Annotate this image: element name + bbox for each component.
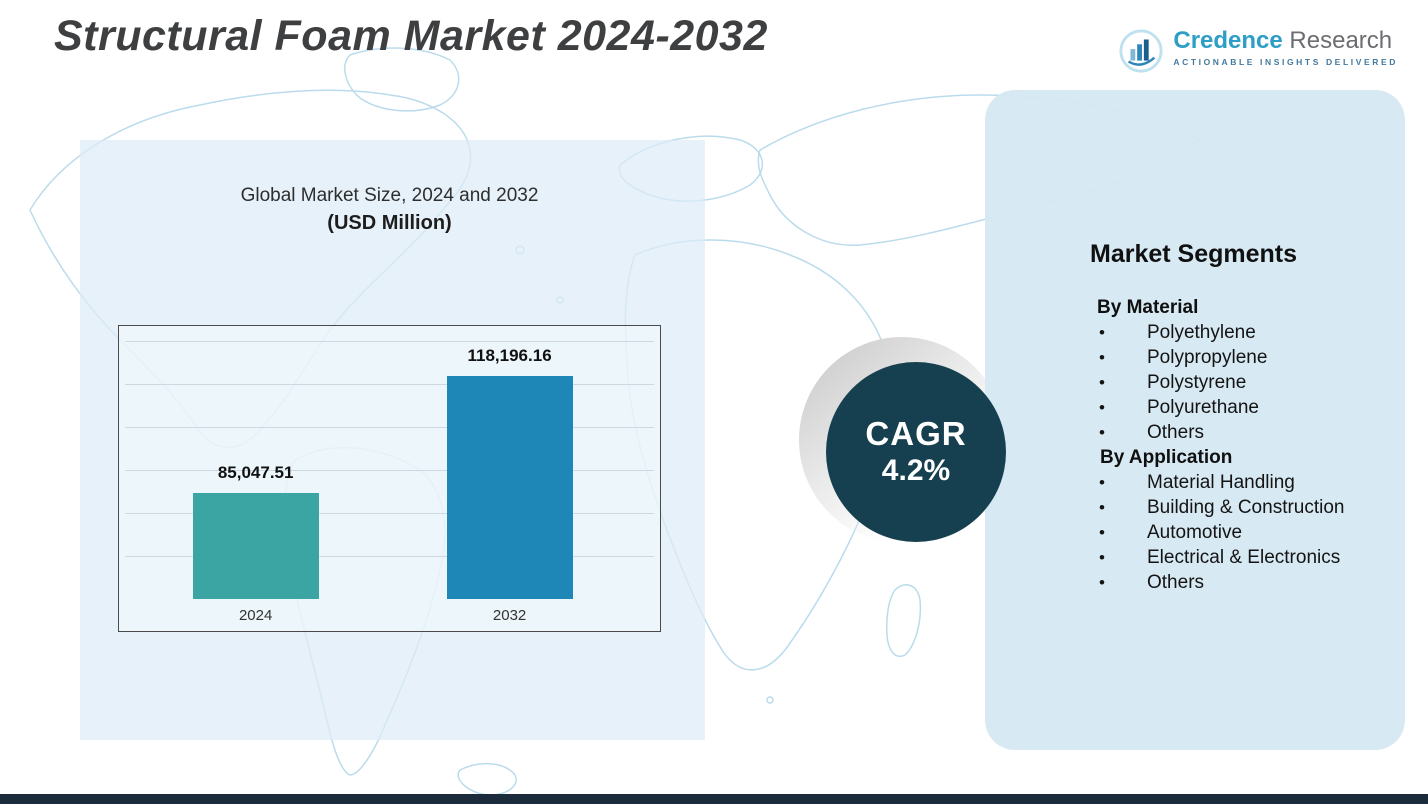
chart-heading: Global Market Size, 2024 and 2032 (USD M… bbox=[118, 183, 661, 237]
segment-item-label: Polystyrene bbox=[1147, 372, 1247, 393]
segment-item: • Polypropylene bbox=[1090, 345, 1383, 370]
cagr-label: CAGR bbox=[865, 415, 967, 452]
segment-group-label-material: By Material bbox=[1097, 297, 1199, 318]
segment-item: • Polyethylene bbox=[1090, 320, 1383, 345]
bar-chart: 85,047.51 2024 118,196.16 2032 bbox=[118, 325, 661, 632]
market-segments-heading: Market Segments bbox=[1090, 240, 1298, 268]
bar-category-label-2032: 2032 bbox=[492, 607, 527, 624]
cagr-badge: CAGR 4.2% bbox=[826, 362, 1006, 542]
bullet-dot: • bbox=[1099, 373, 1105, 392]
bar-value-label-2032: 118,196.16 bbox=[467, 346, 552, 365]
segment-item-label: Automotive bbox=[1147, 522, 1243, 543]
chart-subtitle: (USD Million) bbox=[327, 212, 452, 234]
chart-plot-area: 85,047.51 2024 118,196.16 2032 bbox=[125, 338, 654, 624]
segment-item-label: Polyethylene bbox=[1147, 322, 1256, 343]
bullet-dot: • bbox=[1099, 473, 1105, 492]
bar-2024: 85,047.51 2024 bbox=[192, 463, 319, 624]
bullet-dot: • bbox=[1099, 523, 1105, 542]
market-segments-content: Market Segments By Material • Polyethyle… bbox=[1090, 240, 1383, 595]
segment-item-label: Polyurethane bbox=[1147, 397, 1259, 418]
bullet-dot: • bbox=[1099, 423, 1105, 442]
bullet-dot: • bbox=[1099, 323, 1105, 342]
bullet-dot: • bbox=[1099, 548, 1105, 567]
bullet-dot: • bbox=[1099, 398, 1105, 417]
segment-item: • Electrical & Electronics bbox=[1090, 545, 1383, 570]
bullet-dot: • bbox=[1099, 573, 1105, 592]
bar-value-label-2024: 85,047.51 bbox=[217, 463, 294, 482]
page-title: Structural Foam Market 2024-2032 bbox=[54, 12, 768, 60]
segment-item-label: Others bbox=[1147, 572, 1205, 593]
brand-name-secondary: Research bbox=[1289, 27, 1393, 54]
cagr-value: 4.2% bbox=[881, 454, 951, 487]
bullet-dot: • bbox=[1099, 498, 1105, 517]
segment-item-label: Material Handling bbox=[1147, 472, 1295, 493]
bullet-dot: • bbox=[1099, 348, 1105, 367]
chart-title: Global Market Size, 2024 and 2032 bbox=[240, 185, 539, 206]
brand-name-primary: Credence bbox=[1173, 27, 1283, 54]
logo-text: Credence Research ACTIONABLE INSIGHTS DE… bbox=[1173, 27, 1398, 68]
segment-item-label: Building & Construction bbox=[1147, 497, 1345, 518]
segment-item: • Material Handling bbox=[1090, 470, 1383, 495]
segment-item: • Polystyrene bbox=[1090, 370, 1383, 395]
brand-tagline: ACTIONABLE INSIGHTS DELIVERED bbox=[1173, 57, 1398, 67]
segment-item: • Others bbox=[1090, 420, 1383, 445]
footer-accent-bar bbox=[0, 794, 1428, 804]
segment-item: • Building & Construction bbox=[1090, 495, 1383, 520]
segment-group-label-application: By Application bbox=[1100, 447, 1233, 468]
segment-item-label: Others bbox=[1147, 422, 1205, 443]
bar-2032: 118,196.16 2032 bbox=[446, 346, 573, 624]
credence-research-logo: Credence Research ACTIONABLE INSIGHTS DE… bbox=[1118, 28, 1398, 74]
segment-item: • Polyurethane bbox=[1090, 395, 1383, 420]
segment-item: • Others bbox=[1090, 570, 1383, 595]
segment-item: • Automotive bbox=[1090, 520, 1383, 545]
segment-item-label: Electrical & Electronics bbox=[1147, 547, 1341, 568]
market-segments-panel: Market Segments By Material • Polyethyle… bbox=[985, 90, 1405, 750]
segment-item-label: Polypropylene bbox=[1147, 347, 1268, 368]
bar-category-label-2024: 2024 bbox=[238, 607, 273, 624]
logo-chart-icon bbox=[1119, 29, 1163, 73]
